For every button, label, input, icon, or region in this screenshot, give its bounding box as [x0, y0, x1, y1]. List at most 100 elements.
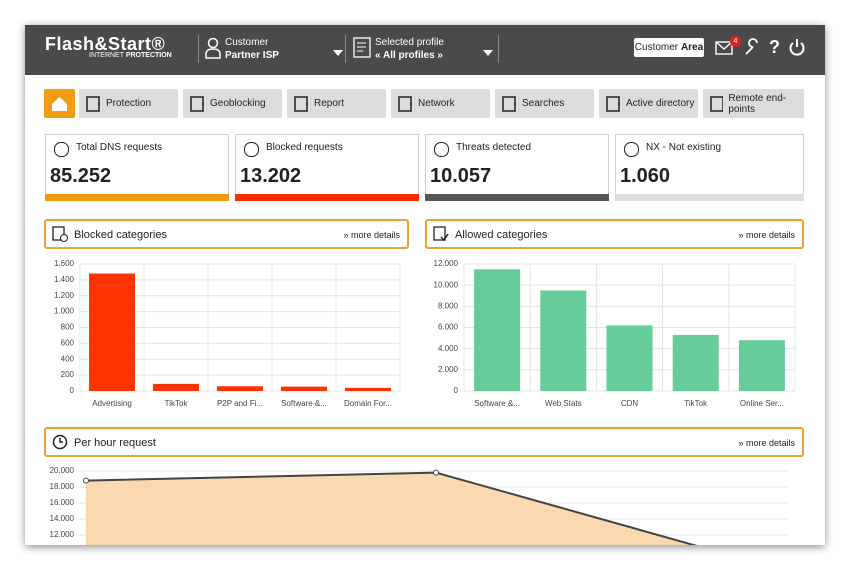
y-tick-label: 1.000 — [54, 307, 75, 316]
nav-button[interactable]: Geoblocking — [183, 89, 282, 118]
x-tick-label: P2P and Fi... — [217, 399, 263, 408]
nav-button[interactable]: Searches — [495, 89, 594, 118]
separator — [198, 35, 199, 63]
stat-value: 85.252 — [50, 165, 112, 187]
y-tick-label: 12.000 — [50, 530, 75, 539]
more-details[interactable]: » more details — [738, 230, 795, 240]
nav-icon — [710, 95, 724, 112]
nav-icon — [86, 95, 100, 112]
panel-icon — [433, 226, 449, 242]
y-tick-label: 8.000 — [438, 301, 459, 310]
nav-icon — [190, 95, 204, 112]
separator — [345, 35, 346, 63]
bar — [89, 273, 135, 391]
stat-label: Total DNS requests — [76, 142, 163, 153]
mail-badge: 4 — [730, 36, 741, 47]
nav-icon — [606, 95, 620, 112]
logo-sub: INTERNET PROTECTION — [89, 52, 172, 59]
bar — [672, 334, 719, 391]
logo[interactable]: Flash&Start® — [45, 34, 166, 54]
stat-icon — [244, 142, 259, 157]
stat-card: NX - Not existing 1.060 — [615, 134, 804, 201]
blocked-panel-header: Blocked categories » more details — [44, 219, 409, 249]
more-details[interactable]: » more details — [343, 230, 400, 240]
y-tick-label: 1.200 — [54, 291, 75, 300]
customer-label: Customer — [225, 37, 269, 48]
stat-label: Blocked requests — [266, 142, 343, 153]
stat-label: NX - Not existing — [646, 142, 722, 153]
y-tick-label: 18.000 — [50, 482, 75, 491]
y-tick-label: 1.400 — [54, 275, 75, 284]
bar — [738, 340, 785, 391]
nav-button[interactable]: Active directory — [599, 89, 698, 118]
x-tick-label: Online Ser... — [740, 399, 784, 408]
bar — [606, 325, 653, 391]
nav-label: Searches — [522, 98, 565, 109]
y-tick-label: 1.600 — [54, 259, 75, 268]
stat-label: Threats detected — [456, 142, 532, 153]
separator — [498, 35, 499, 63]
app-window: Flash&Start® INTERNET PROTECTION Custome… — [25, 25, 825, 545]
stat-bar — [615, 194, 804, 201]
nav-button[interactable]: Remote end-points — [703, 89, 804, 118]
line-point — [433, 469, 439, 476]
line-plot — [83, 469, 698, 545]
x-tick-label: Software &... — [474, 399, 520, 408]
help-icon[interactable]: ? — [769, 37, 780, 57]
customer-area-bold: Area — [680, 42, 704, 53]
more-details[interactable]: » more details — [738, 438, 795, 448]
y-tick-label: 10.000 — [434, 280, 459, 289]
y-tick-label: 800 — [61, 323, 75, 332]
stat-card: Threats detected 10.057 — [425, 134, 609, 201]
nav-button[interactable]: Protection — [79, 89, 178, 118]
customer-area-button[interactable]: Customer Area — [634, 38, 704, 57]
nav-icon — [398, 95, 412, 112]
stat-bar — [235, 194, 419, 201]
stat-value: 13.202 — [240, 165, 302, 187]
nav-button[interactable]: Report — [287, 89, 386, 118]
mail-icon[interactable] — [715, 41, 733, 55]
nav-label: Geoblocking — [210, 98, 266, 109]
bar — [281, 386, 327, 391]
header: Flash&Start® INTERNET PROTECTION Custome… — [25, 25, 825, 75]
panel-icon — [52, 434, 68, 450]
y-tick-label: 200 — [61, 370, 75, 379]
profile-label: Selected profile — [375, 37, 444, 48]
y-tick-label: 400 — [61, 354, 75, 363]
user-icon — [205, 37, 221, 59]
customer-value[interactable]: Partner ISP — [225, 50, 279, 61]
dropdown-arrow[interactable] — [482, 49, 494, 57]
settings-icon[interactable] — [743, 38, 761, 56]
y-tick-label: 4.000 — [438, 344, 459, 353]
y-tick-label: 6.000 — [438, 323, 459, 332]
y-tick-label: 16.000 — [50, 498, 75, 507]
power-icon[interactable] — [788, 38, 806, 56]
x-tick-label: TikTok — [165, 399, 189, 408]
nav-label: Active directory — [626, 98, 695, 109]
panel-icon — [52, 226, 68, 242]
home-icon — [52, 97, 67, 111]
logo-sub-text: INTERNET — [89, 52, 124, 59]
x-tick-label: Web Stats — [545, 399, 582, 408]
profile-icon — [353, 37, 371, 58]
x-tick-label: Advertising — [92, 399, 132, 408]
logo-sub-bold: PROTECTION — [125, 52, 172, 59]
line-point — [83, 477, 89, 484]
stat-icon — [434, 142, 449, 157]
hourly-panel-header: Per hour request » more details — [44, 427, 804, 457]
profile-value[interactable]: « All profiles » — [375, 50, 443, 61]
nav-button[interactable]: Network — [391, 89, 490, 118]
x-tick-label: TikTok — [684, 399, 708, 408]
allowed-panel-header: Allowed categories » more details — [425, 219, 804, 249]
nav-label: Remote end-points — [728, 92, 787, 115]
home-button[interactable] — [44, 89, 75, 118]
dropdown-arrow[interactable] — [332, 49, 344, 57]
bar — [153, 383, 199, 391]
stat-card: Total DNS requests 85.252 — [45, 134, 229, 201]
y-tick-label: 20.000 — [50, 466, 75, 475]
panel-title: Blocked categories — [74, 229, 167, 241]
stat-icon — [624, 142, 639, 157]
bar — [540, 290, 587, 391]
nav-icon — [502, 95, 516, 112]
